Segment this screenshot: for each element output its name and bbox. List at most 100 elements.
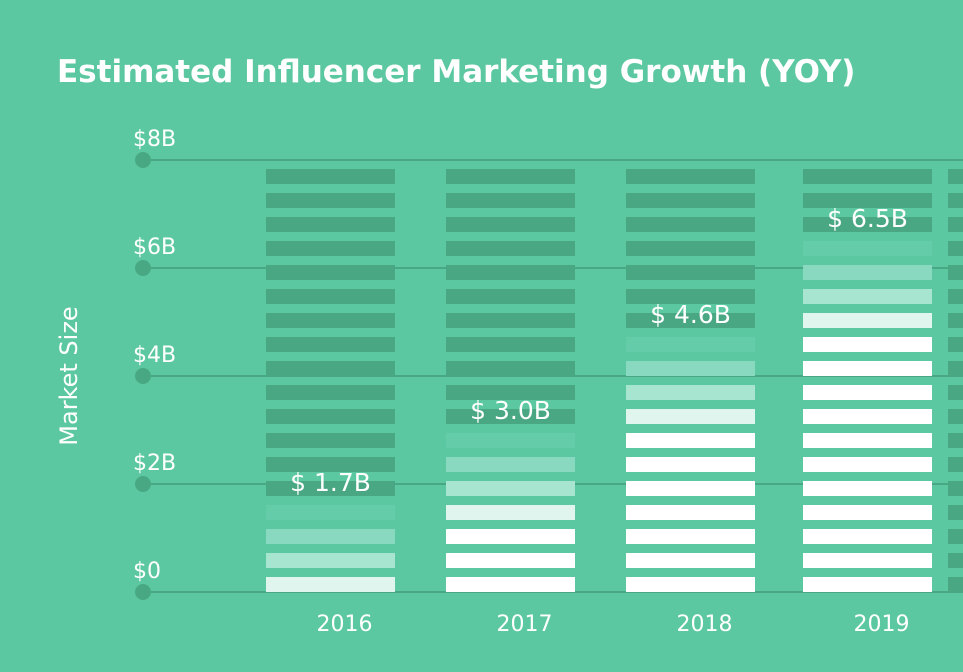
bar-stripe xyxy=(948,481,963,496)
bar-stripe xyxy=(446,337,575,352)
bar-stripe xyxy=(626,577,755,592)
bar-stripe xyxy=(446,217,575,232)
bar-stripe xyxy=(948,265,963,280)
bar-stripe xyxy=(266,361,395,376)
bar-stripe xyxy=(626,385,755,400)
bar-stripe xyxy=(266,313,395,328)
bar-stripe xyxy=(446,553,575,568)
bars xyxy=(266,169,963,592)
bar-stripe xyxy=(803,529,932,544)
bar-stripe xyxy=(626,529,755,544)
bar-stripe xyxy=(626,361,755,376)
x-tick-label: 2016 xyxy=(317,612,373,637)
bar-stripe xyxy=(948,337,963,352)
tick-dot xyxy=(135,152,151,168)
bar-stripe xyxy=(626,169,755,184)
bar-stripe xyxy=(626,457,755,472)
bar-stripe xyxy=(266,553,395,568)
bar-stripe xyxy=(803,217,932,232)
x-tick-label: 2017 xyxy=(497,612,553,637)
tick-dot xyxy=(135,476,151,492)
bar-stripe xyxy=(948,313,963,328)
bar-stripe xyxy=(626,433,755,448)
chart-title: Estimated Influencer Marketing Growth (Y… xyxy=(57,54,855,90)
y-tick-label: $8B xyxy=(133,127,176,152)
bar-stripe xyxy=(626,337,755,352)
data-label: $ 6.5B xyxy=(827,204,908,233)
bar-stripe xyxy=(266,385,395,400)
bar-stripe xyxy=(266,337,395,352)
bar-stripe xyxy=(803,265,932,280)
labels: $0 $2B $4B $6B $8B $ 1.7B 2016 $ 3.0B 2017 $ 4.6B… xyxy=(133,127,910,637)
bar-stripe xyxy=(626,409,755,424)
bar-stripe xyxy=(266,265,395,280)
bar-stripe xyxy=(948,385,963,400)
bar-stripe xyxy=(948,457,963,472)
bar-stripe xyxy=(626,289,755,304)
bar-stripe xyxy=(948,169,963,184)
bar-stripe xyxy=(803,553,932,568)
bar-stripe xyxy=(948,505,963,520)
bar-stripe xyxy=(803,193,932,208)
bar-stripe xyxy=(446,169,575,184)
bar-stripe xyxy=(446,289,575,304)
data-label: $ 3.0B xyxy=(470,396,551,425)
bar-stripe xyxy=(266,481,395,496)
bar-stripe xyxy=(948,529,963,544)
bar-stripe xyxy=(446,265,575,280)
bar-stripe xyxy=(626,481,755,496)
bar-stripe xyxy=(266,577,395,592)
bar-stripe xyxy=(948,553,963,568)
y-tick-label: $4B xyxy=(133,343,176,368)
bar-stripe xyxy=(803,481,932,496)
bar-stripe xyxy=(266,457,395,472)
bar-stripe xyxy=(803,409,932,424)
bar-stripe xyxy=(803,385,932,400)
bar-stripe xyxy=(266,193,395,208)
bar-stripe xyxy=(446,529,575,544)
tick-dot xyxy=(135,260,151,276)
bar-stripe xyxy=(948,289,963,304)
bar-stripe xyxy=(626,193,755,208)
bar-stripe xyxy=(626,241,755,256)
bar-stripe xyxy=(626,217,755,232)
x-tick-label: 2019 xyxy=(854,612,910,637)
y-tick-label: $0 xyxy=(133,559,161,584)
bar-stripe xyxy=(266,433,395,448)
tick-dot xyxy=(135,584,151,600)
bar-stripe xyxy=(803,289,932,304)
bar-stripe xyxy=(266,217,395,232)
bar-stripe xyxy=(948,577,963,592)
bar-stripe xyxy=(266,529,395,544)
y-axis-label: Market Size xyxy=(55,306,83,445)
bar-stripe xyxy=(803,457,932,472)
bar-stripe xyxy=(266,169,395,184)
bar-stripe xyxy=(803,433,932,448)
bar-stripe xyxy=(266,505,395,520)
bar-stripe xyxy=(803,169,932,184)
y-tick-label: $2B xyxy=(133,451,176,476)
y-tick-label: $6B xyxy=(133,235,176,260)
bar-stripe xyxy=(446,409,575,424)
bar-stripe xyxy=(803,577,932,592)
bar-stripe xyxy=(948,409,963,424)
bar-stripe xyxy=(626,505,755,520)
bar-stripe xyxy=(446,433,575,448)
bar-stripe xyxy=(446,385,575,400)
data-label: $ 1.7B xyxy=(290,468,371,497)
bar-stripe xyxy=(803,337,932,352)
bar-stripe xyxy=(948,217,963,232)
bar-stripe xyxy=(948,193,963,208)
bar-stripe xyxy=(803,313,932,328)
bar-stripe xyxy=(446,505,575,520)
data-label: $ 4.6B xyxy=(650,300,731,329)
bar-stripe xyxy=(626,265,755,280)
bar-stripe xyxy=(446,481,575,496)
bar-stripe xyxy=(266,409,395,424)
bar-stripe xyxy=(803,241,932,256)
tick-dot xyxy=(135,368,151,384)
bar-stripe xyxy=(266,241,395,256)
bar-stripe xyxy=(948,361,963,376)
bar-stripe xyxy=(446,193,575,208)
